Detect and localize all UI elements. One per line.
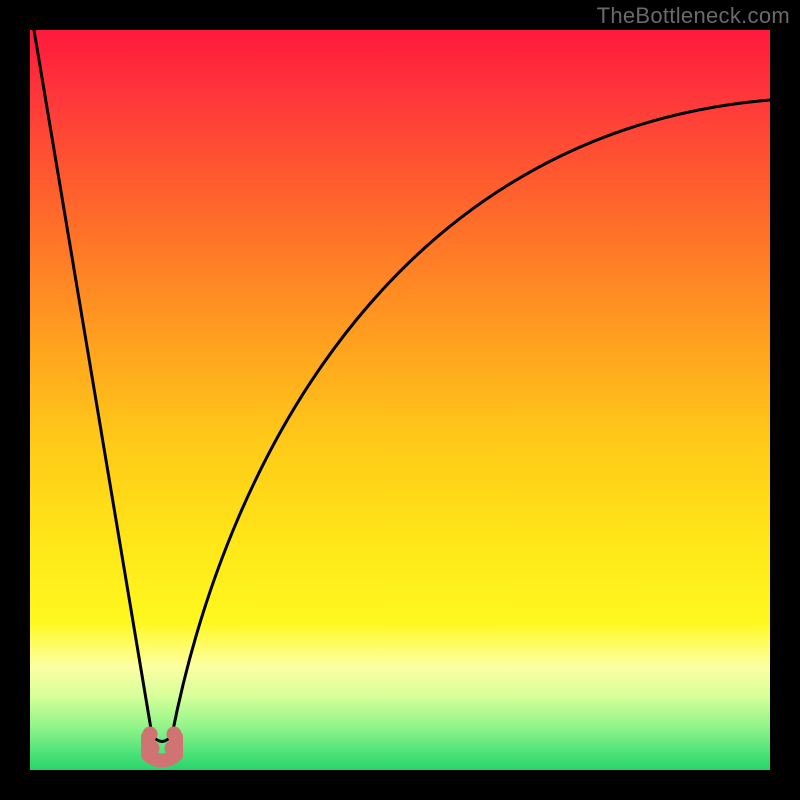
dip-marker-dot <box>145 741 160 756</box>
chart-svg <box>0 0 800 800</box>
plot-area <box>30 30 770 770</box>
watermark-text: TheBottleneck.com <box>597 3 790 29</box>
dip-marker-dot <box>143 727 158 742</box>
dip-marker-dot <box>167 727 182 742</box>
chart-stage: TheBottleneck.com <box>0 0 800 800</box>
dip-marker-dot <box>165 741 180 756</box>
gradient-background <box>30 30 770 770</box>
